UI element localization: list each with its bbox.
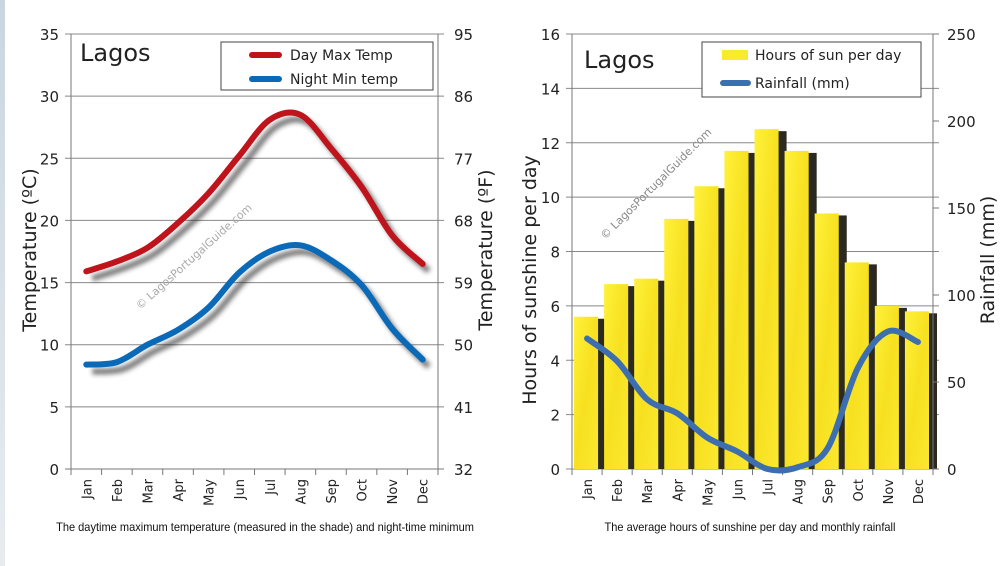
y-tick-label: 25 — [40, 150, 59, 168]
series-line-night-min — [83, 241, 426, 368]
x-tick-label: Feb — [111, 479, 126, 502]
y-tick-label: 4 — [550, 352, 560, 370]
x-tick-label: May — [203, 479, 218, 506]
x-tick-label: Dec — [417, 479, 432, 504]
y-axis-label: Hours of sunshine per day — [519, 155, 541, 405]
x-tick-label: Apr — [172, 478, 187, 501]
x-tick-label: Sep — [822, 479, 837, 504]
y-tick-label: 0 — [49, 461, 59, 479]
y-right-tick-label: 95 — [454, 26, 473, 44]
legend-label: Hours of sun per day — [755, 48, 901, 64]
x-tick-label: Jul — [762, 479, 777, 496]
x-tick-label: Oct — [356, 479, 371, 501]
sun-bar — [694, 186, 719, 469]
legend-swatch — [722, 50, 748, 60]
y-tick-label: 5 — [49, 399, 59, 417]
y-right-tick-label: 32 — [454, 461, 473, 479]
y-tick-label: 15 — [40, 275, 59, 293]
chart-title: Lagos — [584, 46, 655, 74]
x-tick-label: Nov — [386, 479, 401, 505]
y-axis-right-label: Temperature (ºF) — [475, 169, 497, 331]
y-tick-label: 16 — [541, 26, 560, 44]
sun-bar — [724, 150, 749, 469]
y-tick-label: 12 — [541, 135, 560, 153]
x-tick-label: Apr — [671, 478, 686, 501]
y-right-tick-label: 50 — [947, 374, 966, 392]
x-tick-label: Jan — [581, 479, 596, 500]
y-right-tick-label: 200 — [947, 113, 976, 131]
y-tick-label: 8 — [550, 244, 560, 262]
rainfall-line — [584, 327, 921, 474]
window-edge — [0, 0, 5, 566]
x-tick-label: Oct — [852, 479, 867, 501]
y-tick-label: 10 — [40, 337, 59, 355]
temperature-caption: The daytime maximum temperature (measure… — [56, 520, 474, 534]
legend-label: Day Max Temp — [290, 48, 393, 64]
x-tick-label: Jan — [80, 479, 95, 500]
x-tick-label: Mar — [141, 478, 156, 503]
x-tick-label: Feb — [611, 479, 626, 502]
x-tick-label: Sep — [325, 479, 340, 504]
legend-label: Night Min temp — [290, 72, 398, 88]
y-tick-label: 35 — [40, 26, 59, 44]
y-right-tick-label: 50 — [454, 337, 473, 355]
y-right-tick-label: 86 — [454, 88, 473, 106]
x-tick-label: Jun — [233, 479, 248, 500]
y-tick-label: 6 — [550, 298, 560, 316]
chart-title: Lagos — [80, 39, 151, 67]
sunshine-caption: The average hours of sunshine per day an… — [604, 520, 896, 534]
sun-bar — [754, 129, 779, 469]
x-tick-label: Nov — [882, 479, 897, 505]
y-right-tick-label: 59 — [454, 275, 473, 293]
x-tick-label: Jul — [264, 479, 279, 496]
x-tick-label: Jun — [731, 479, 746, 500]
legend-label: Rainfall (mm) — [755, 76, 850, 92]
sun-bar — [634, 278, 659, 469]
y-right-tick-label: 68 — [454, 212, 473, 230]
y-tick-label: 2 — [550, 407, 560, 425]
y-right-tick-label: 150 — [947, 200, 976, 218]
sun-bar — [664, 218, 689, 469]
x-tick-label: May — [701, 479, 716, 506]
y-right-tick-label: 0 — [947, 461, 957, 479]
y-axis-right-label: Rainfall (mm) — [977, 196, 999, 325]
sun-bar — [784, 150, 809, 469]
y-tick-label: 20 — [40, 212, 59, 230]
y-tick-label: 30 — [40, 88, 59, 106]
x-tick-label: Aug — [294, 479, 309, 504]
y-tick-label: 14 — [541, 80, 560, 98]
sun-bar — [604, 284, 629, 469]
x-tick-label: Dec — [912, 479, 927, 504]
x-tick-label: Mar — [641, 478, 656, 503]
y-right-tick-label: 100 — [947, 287, 976, 305]
series-line-day-max — [83, 109, 426, 275]
y-right-tick-label: 41 — [454, 399, 473, 417]
y-tick-label: 0 — [550, 461, 560, 479]
y-right-tick-label: 77 — [454, 150, 473, 168]
y-right-tick-label: 250 — [947, 26, 976, 44]
y-tick-label: 10 — [541, 189, 560, 207]
x-tick-label: Aug — [792, 479, 807, 504]
y-axis-label: Temperature (ºC) — [19, 168, 41, 332]
